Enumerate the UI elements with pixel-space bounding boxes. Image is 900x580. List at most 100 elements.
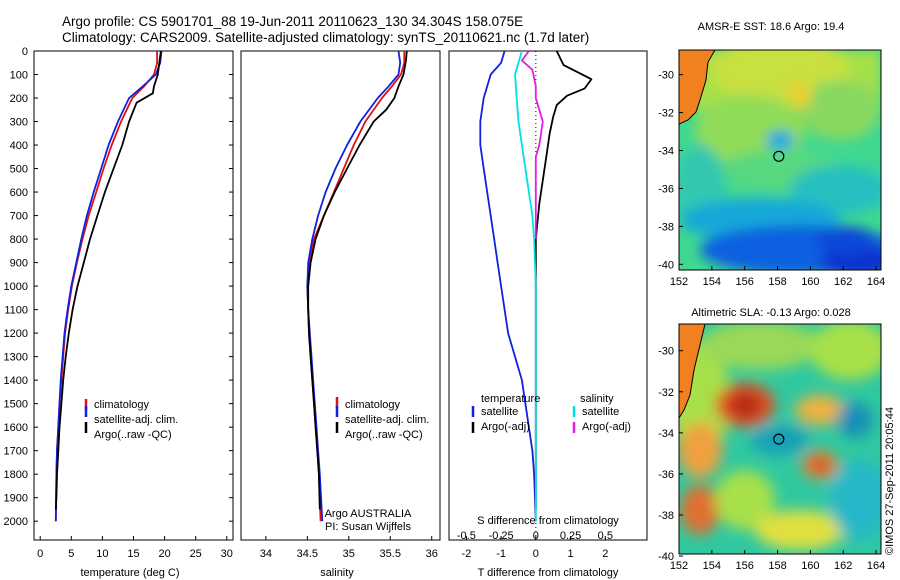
depth-tick-label: 1300 [4,352,28,364]
salinity-x-axis: 34 34.5 35 35.5 36 [260,536,438,560]
legend-label-climatology: climatology [94,399,150,411]
depth-tick-label: 100 [10,70,28,82]
depth-tick-label: 700 [10,211,28,223]
depth-tick-label: 1100 [4,305,28,317]
depth-tick-label: 1800 [4,469,28,481]
temperature-panel: 0100200300400500600700800900100011001200… [4,46,647,579]
lat-tick-label: -38 [658,221,674,233]
lon-tick-label: 154 [703,560,721,572]
lon-tick-label: 154 [703,276,721,288]
sla-float-marker [773,433,785,445]
lat-tick-label: -30 [658,346,674,358]
lon-tick-label: 158 [768,276,786,288]
depth-tick-label: 300 [10,117,28,129]
salinity-series [306,50,408,522]
legend-label-salinity-argo: Argo(-adj) [582,421,631,433]
temperature-series [54,50,163,522]
sst-map-axes: 152 154 156 158 160 162 164 -30 -32 -34 -36 -38 -40 [658,70,885,288]
salinity-difference-tick: 0.5 [598,530,613,542]
lon-tick-label: 156 [736,560,754,572]
depth-tick-label: 600 [10,187,28,199]
sst-patches [679,50,881,270]
depth-tick-label: 900 [10,258,28,270]
x-tick-label: 36 [426,548,438,560]
lat-tick-label: -34 [658,428,674,440]
x-tick-label: 5 [68,548,74,560]
header-line-1: Argo profile: CS 5901701_88 19-Jun-2011 … [62,14,523,29]
series-line-satellite-adj-clim- [54,50,163,522]
difference-x-axis: -2 -1 0 1 2 [461,536,608,560]
legend-label-temperature-argo: Argo(-adj) [481,421,530,433]
temperature-x-axis: 0 5 10 15 20 25 30 [37,536,233,560]
lon-tick-label: 152 [670,276,688,288]
x-tick-label: 30 [221,548,233,560]
x-tick-label: 0 [533,548,539,560]
x-tick-label: 2 [602,548,608,560]
legend-heading-temperature: temperature [481,393,540,405]
series-line-argo-raw-qc- [307,50,408,510]
lon-tick-label: 158 [768,560,786,572]
x-tick-label: 1 [568,548,574,560]
salinity-difference-tick: 0 [533,530,539,542]
depth-tick-label: 500 [10,164,28,176]
x-tick-label: 10 [96,548,108,560]
lat-tick-label: -40 [658,551,674,563]
series-line-salinity-argo-adj- [521,50,544,240]
temperature-legend: climatology satellite-adj. clim. Argo(..… [84,399,178,441]
sla-map-frame [678,323,882,555]
header-line-2: Climatology: CARS2009. Satellite-adjuste… [62,30,589,45]
depth-tick-label: 1500 [4,399,28,411]
series-line-temperature-satellite [479,50,537,522]
salinity-axes-box [240,50,441,541]
salinity-legend: climatology satellite-adj. clim. Argo(..… [335,397,429,441]
lon-tick-label: 152 [670,560,688,572]
lon-tick-label: 160 [801,276,819,288]
temperature-xlabel: temperature (deg C) [80,567,179,579]
depth-tick-label: 1400 [4,375,28,387]
difference-panel: -2 -1 0 1 2 temperature salinity satellite A… [448,50,648,579]
x-tick-label: 35 [343,548,355,560]
legend-label-temperature-satellite: satellite [481,406,518,418]
x-tick-label: 34 [260,548,272,560]
lon-tick-label: 164 [867,560,885,572]
sla-map: Altimetric SLA: -0.13 Argo: 0.028 [658,307,885,572]
x-tick-label: -2 [461,548,471,560]
sst-map-title: AMSR-E SST: 18.6 Argo: 19.4 [698,21,845,33]
salinity-difference-label: S difference from climatology [477,515,619,527]
x-tick-label: 15 [127,548,139,560]
lat-tick-label: -32 [658,108,674,120]
temperature-difference-label: T difference from climatology [478,567,619,579]
temperature-axes-box [33,50,234,541]
sla-patches [679,324,881,550]
lon-tick-label: 156 [736,276,754,288]
lat-tick-label: -40 [658,259,674,271]
depth-tick-label: 0 [22,46,28,58]
salinity-difference-tick: -0.5 [457,530,476,542]
depth-tick-label: 1900 [4,493,28,505]
legend-label-satellite: satellite-adj. clim. [94,414,178,426]
sla-map-title: Altimetric SLA: -0.13 Argo: 0.028 [691,307,851,319]
x-tick-label: 35.5 [380,548,401,560]
lat-tick-label: -36 [658,469,674,481]
lon-tick-label: 162 [834,276,852,288]
depth-tick-label: 1200 [4,328,28,340]
sst-coastline [679,50,716,125]
legend-heading-salinity: salinity [580,393,614,405]
x-tick-label: 25 [190,548,202,560]
salinity-xlabel: salinity [320,567,354,579]
lon-tick-label: 164 [867,276,885,288]
depth-tick-label: 2000 [4,516,28,528]
x-tick-label: 34.5 [297,548,318,560]
lat-tick-label: -30 [658,70,674,82]
depth-tick-label: 1700 [4,446,28,458]
salinity-difference-axis: -0.5 -0.25 0 0.25 0.5 [457,530,613,542]
lat-tick-label: -34 [658,146,674,158]
depth-tick-label: 400 [10,140,28,152]
sst-map: AMSR-E SST: 18.6 Argo: 19.4 [658,21,885,288]
legend-label-argo: Argo(..raw -QC) [94,429,172,441]
x-tick-label: 20 [158,548,170,560]
depth-tick-label: 800 [10,234,28,246]
x-tick-label: 0 [37,548,43,560]
lon-tick-label: 162 [834,560,852,572]
